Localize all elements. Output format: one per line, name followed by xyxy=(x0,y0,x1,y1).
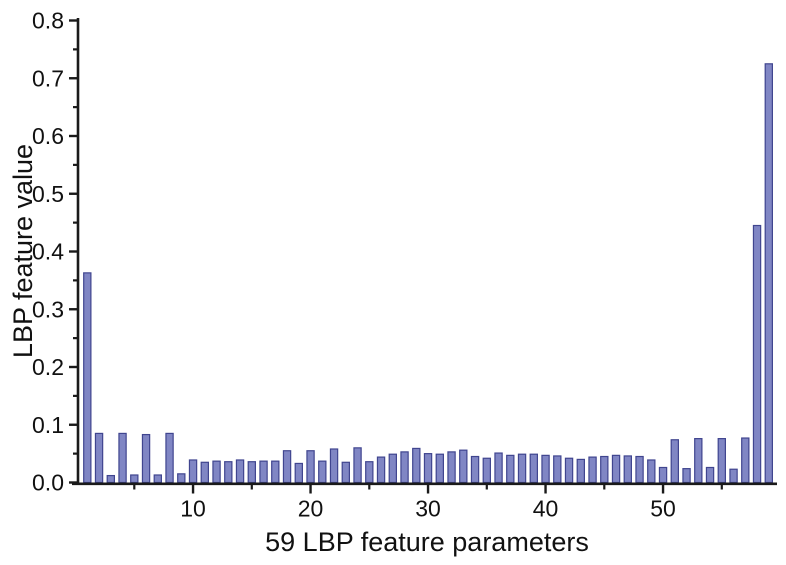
bar-26 xyxy=(376,456,386,484)
bar-19 xyxy=(294,462,304,484)
y-tick-label: 0.6 xyxy=(32,123,64,149)
bar-11 xyxy=(200,461,209,484)
bar-32 xyxy=(447,451,456,484)
bar-17 xyxy=(271,460,280,484)
bar-8 xyxy=(165,432,174,484)
bar-55 xyxy=(717,438,727,484)
bar-9 xyxy=(177,473,186,484)
bar-18 xyxy=(282,450,292,484)
bar-27 xyxy=(388,453,398,484)
bar-6 xyxy=(141,433,151,484)
x-tick-label: 20 xyxy=(298,496,324,522)
bar-20 xyxy=(306,450,315,484)
bar-53 xyxy=(694,438,703,484)
bar-41 xyxy=(553,455,562,484)
bar-21 xyxy=(318,460,327,484)
y-tick-label: 0.0 xyxy=(32,470,64,496)
bar-40 xyxy=(541,454,550,484)
bar-30 xyxy=(423,453,433,484)
bar-49 xyxy=(647,459,656,484)
x-axis-title: 59 LBP feature parameters xyxy=(265,527,589,557)
y-tick-label: 0.5 xyxy=(32,181,64,207)
axes-group xyxy=(72,18,777,486)
y-tick-label: 0.8 xyxy=(32,8,64,34)
x-tick-label: 10 xyxy=(180,496,206,522)
bar-48 xyxy=(635,455,644,484)
bar-59 xyxy=(764,63,774,484)
y-tick-label: 0.3 xyxy=(32,296,64,322)
y-tick-label: 0.1 xyxy=(32,412,64,438)
y-tick-label: 0.7 xyxy=(32,65,64,91)
bar-45 xyxy=(600,455,609,484)
x-tick-label: 50 xyxy=(650,496,676,522)
bar-34 xyxy=(470,455,480,484)
bar-3 xyxy=(106,474,115,484)
bar-57 xyxy=(741,437,750,484)
bar-38 xyxy=(517,453,527,484)
bar-58 xyxy=(752,224,762,484)
bar-23 xyxy=(341,461,351,484)
x-tick-label: 40 xyxy=(533,496,559,522)
bar-29 xyxy=(412,447,421,484)
bars-group xyxy=(83,63,774,484)
bar-46 xyxy=(611,454,621,484)
bar-43 xyxy=(576,458,586,484)
bar-7 xyxy=(153,474,162,484)
bar-47 xyxy=(623,455,633,484)
bar-28 xyxy=(400,451,409,484)
tick-labels-group: 0.0 0.1 0.2 0.3 0.4 0.5 0.6 0.7 0.8 10 20 30 40 50 xyxy=(32,8,676,522)
bar-31 xyxy=(435,453,445,484)
bar-15 xyxy=(247,461,256,484)
y-axis-title: LBP feature value xyxy=(8,144,38,358)
bar-14 xyxy=(235,459,245,484)
ticks-group xyxy=(69,19,723,494)
y-tick-label: 0.2 xyxy=(32,354,64,380)
bar-22 xyxy=(329,448,339,484)
bar-39 xyxy=(529,453,539,484)
bar-37 xyxy=(506,454,515,484)
y-tick-label: 0.4 xyxy=(32,239,64,265)
bar-35 xyxy=(482,457,492,484)
bar-2 xyxy=(94,432,104,484)
bar-5 xyxy=(130,474,139,484)
x-tick-label: 30 xyxy=(415,496,441,522)
bar-36 xyxy=(494,452,503,484)
bar-56 xyxy=(729,468,738,484)
bar-52 xyxy=(682,468,691,484)
bar-12 xyxy=(212,460,221,484)
bar-13 xyxy=(224,461,233,484)
bar-33 xyxy=(459,449,468,484)
bar-50 xyxy=(658,466,668,484)
bar-16 xyxy=(259,460,268,484)
bar-4 xyxy=(118,432,127,484)
bar-25 xyxy=(365,461,374,484)
bar-44 xyxy=(588,456,597,484)
bar-10 xyxy=(188,459,198,484)
bar-51 xyxy=(670,439,680,484)
bar-42 xyxy=(564,457,574,484)
bar-54 xyxy=(705,466,715,484)
bar-24 xyxy=(353,447,362,484)
bar-1 xyxy=(83,272,92,484)
